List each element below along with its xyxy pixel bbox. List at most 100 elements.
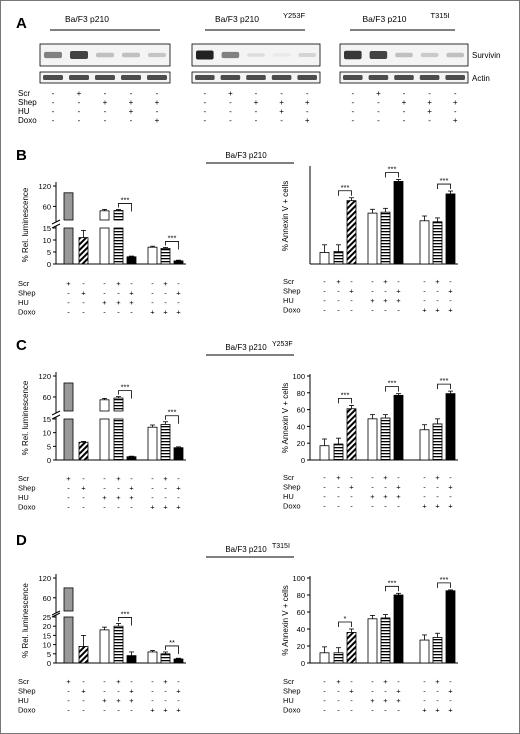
annexin-sign: + [422,502,427,511]
treatment-sign: + [129,687,134,696]
treatment-sign: + [66,474,71,483]
y-tick-label: 15 [43,631,51,640]
treatment-row-label: Shep [18,484,36,493]
treatment-sign: + [176,503,181,512]
significance-label: *** [388,379,397,388]
blot-lane-sign: - [351,98,354,107]
bar [346,200,357,265]
treatment-row-label: Scr [18,677,30,686]
y-tick-label: 60 [43,202,51,211]
survivin-band [96,52,114,58]
treatment-sign: - [151,279,154,288]
blot-lane-sign: - [130,89,133,98]
annexin-sign: - [371,706,374,715]
treatment-sign: + [116,474,121,483]
y-tick-label: 60 [297,608,305,617]
treatment-row-label: HU [18,696,29,705]
actin-band [419,75,440,80]
bar [445,590,456,664]
actin-band [195,75,215,80]
significance-bracket [338,398,352,404]
annexin-sign: - [371,473,374,482]
blot-title-2: Ba/F3 p210 [363,14,407,24]
bar [63,227,74,265]
blot-lane-sign: + [427,98,432,107]
actin-band [271,75,292,80]
blot-lane-sign: + [305,116,310,125]
y-tick-label: 40 [297,422,305,431]
blot-lane-sign: - [403,89,406,98]
annexin-sign: + [383,277,388,286]
significance-label: *** [121,195,130,204]
annexin-sign: - [337,287,340,296]
blot-lane-sign: - [104,116,107,125]
treatment-sign: - [103,503,106,512]
treatment-sign: + [150,503,155,512]
treatment-sign: - [151,696,154,705]
treatment-sign: - [164,493,167,502]
bar [173,260,184,265]
treatment-sign: + [176,484,181,493]
blot-lane-sign: - [403,116,406,125]
blot-lane-sign: + [155,116,160,125]
treatment-sign: - [82,696,85,705]
treatment-sign: - [117,687,120,696]
treatment-sign: + [163,308,168,317]
y-axis-label: % Rel. luminescence [21,583,30,658]
annexin-sign: - [323,706,326,715]
survivin-band [272,53,291,57]
significance-label: ** [169,638,175,647]
blot-row-label: Scr [18,89,30,98]
bar [113,227,124,265]
significance-label: *** [168,408,177,417]
treatment-sign: - [164,289,167,298]
treatment-sign: - [67,493,70,502]
annexin-sign: - [423,677,426,686]
western-blot: Ba/F3 p210- + - - -- - + + +- - - + -- - - - +Ba/F3 p210… [18,11,500,125]
y-axis-label: % Annexin V + cells [281,585,290,655]
treatment-sign: - [164,687,167,696]
bar [63,616,74,664]
axis-break-mark [51,610,61,616]
y-tick-label: 0 [301,456,305,465]
blot-lane-sign: + [376,89,381,98]
treatment-sign: - [130,706,133,715]
annexin-sign: + [422,306,427,315]
annexin-sign: - [371,287,374,296]
treatment-sign: + [163,503,168,512]
bar [147,426,158,461]
blot-lane-sign: - [428,89,431,98]
blot-lane-sign: - [255,107,258,116]
bar [160,247,171,265]
y-tick-label: 60 [43,594,51,603]
bar [445,193,456,265]
annexin-sign: - [449,677,452,686]
annexin-sign: - [397,306,400,315]
significance-bracket [165,241,179,250]
treatment-sign: + [163,279,168,288]
axis-break-mark [51,223,61,229]
annexin-sign: - [350,473,353,482]
bar-top [63,382,74,412]
blot-title-0: Ba/F3 p210 [65,14,109,24]
treatment-sign: - [151,484,154,493]
treatment-row-label: Shep [18,289,36,298]
treatment-sign: + [163,677,168,686]
bar [113,418,124,461]
annexin-row-label: Doxo [283,306,301,315]
annexin-sign: + [448,287,453,296]
axis-break-mark [51,219,61,225]
bar [147,651,158,664]
actin-band [147,75,167,80]
significance-label: *** [388,578,397,587]
annexin-sign: - [350,706,353,715]
annexin-row-label: Doxo [283,706,301,715]
actin-band [121,75,141,80]
treatment-sign: + [129,289,134,298]
significance-bracket [437,383,451,390]
y-axis-label: % Annexin V + cells [281,383,290,453]
y-axis-label: % Rel. luminescence [21,187,30,262]
axis-break-mark [51,410,61,416]
y-axis-label: % Rel. luminescence [21,380,30,455]
bar [380,617,391,664]
